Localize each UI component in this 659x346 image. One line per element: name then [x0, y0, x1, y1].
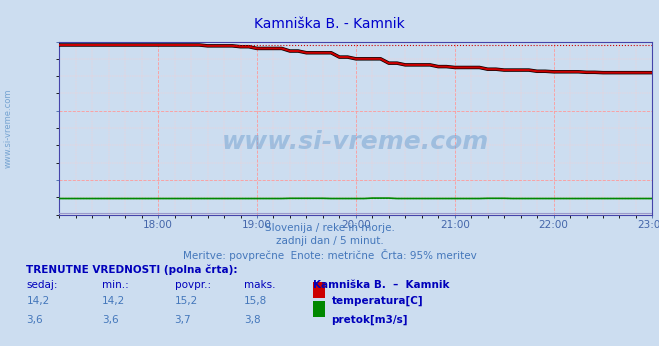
Text: 14,2: 14,2: [26, 296, 49, 306]
Text: min.:: min.:: [102, 280, 129, 290]
Text: 3,8: 3,8: [244, 315, 260, 325]
Text: www.si-vreme.com: www.si-vreme.com: [222, 130, 490, 154]
Text: maks.: maks.: [244, 280, 275, 290]
Text: temperatura[C]: temperatura[C]: [331, 296, 423, 306]
Text: povpr.:: povpr.:: [175, 280, 211, 290]
Text: 3,6: 3,6: [102, 315, 119, 325]
Text: 14,2: 14,2: [102, 296, 125, 306]
Text: sedaj:: sedaj:: [26, 280, 58, 290]
Text: 3,6: 3,6: [26, 315, 43, 325]
Text: TRENUTNE VREDNOSTI (polna črta):: TRENUTNE VREDNOSTI (polna črta):: [26, 265, 238, 275]
Text: www.si-vreme.com: www.si-vreme.com: [4, 88, 13, 168]
Text: 15,8: 15,8: [244, 296, 267, 306]
Text: Kamniška B.  –  Kamnik: Kamniška B. – Kamnik: [313, 280, 449, 290]
Text: pretok[m3/s]: pretok[m3/s]: [331, 315, 408, 325]
Text: Kamniška B. - Kamnik: Kamniška B. - Kamnik: [254, 17, 405, 31]
Text: 3,7: 3,7: [175, 315, 191, 325]
Text: Slovenija / reke in morje.: Slovenija / reke in morje.: [264, 223, 395, 233]
Text: zadnji dan / 5 minut.: zadnji dan / 5 minut.: [275, 236, 384, 246]
Text: 15,2: 15,2: [175, 296, 198, 306]
Text: Meritve: povprečne  Enote: metrične  Črta: 95% meritev: Meritve: povprečne Enote: metrične Črta:…: [183, 249, 476, 261]
